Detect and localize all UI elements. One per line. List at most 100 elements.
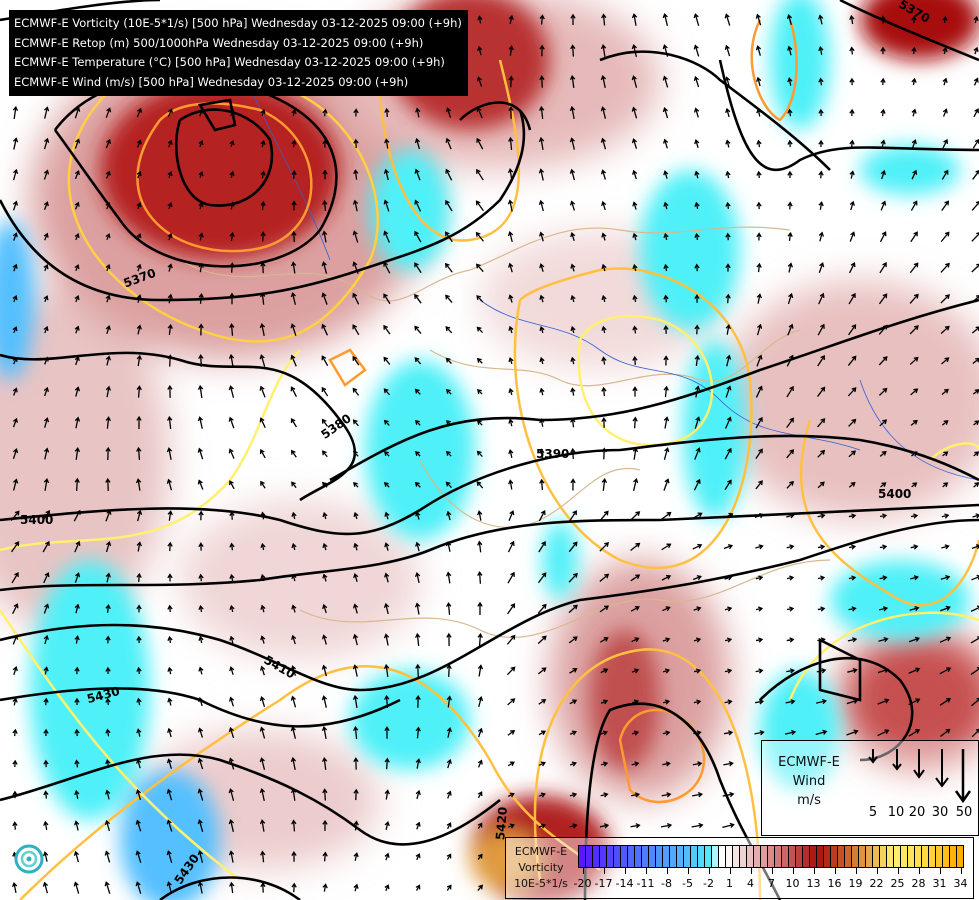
wind-arrow-icon — [942, 138, 949, 149]
wind-arrow-icon — [940, 728, 951, 738]
wind-arrow-icon — [446, 695, 452, 708]
wind-arrow-icon — [911, 46, 917, 55]
wind-arrow-icon — [911, 139, 917, 148]
colorbar-cell — [614, 846, 621, 867]
wind-arrow-icon — [569, 730, 577, 736]
wind-arrow-icon — [848, 481, 856, 488]
wind-arrow-icon — [136, 415, 142, 429]
wind-arrow-icon — [507, 603, 516, 615]
wind-arrow-icon — [723, 544, 734, 550]
wind-arrow-icon — [787, 323, 794, 336]
wind-arrow-icon — [877, 698, 890, 705]
wind-arrow-icon — [198, 108, 204, 117]
wind-arrow-icon — [693, 668, 702, 674]
wind-arrow-icon — [663, 385, 669, 398]
wind-arrow-icon — [600, 44, 607, 57]
wind-arrow-icon — [755, 385, 763, 398]
wind-arrow-icon — [322, 819, 328, 831]
wind-arrow-icon — [136, 233, 142, 241]
wind-arrow-icon — [537, 635, 547, 645]
wind-arrow-icon — [971, 574, 979, 581]
wind-arrow-icon — [477, 664, 484, 677]
wind-arrow-icon — [383, 602, 390, 615]
wind-arrow-icon — [662, 668, 671, 674]
wind-arrow-icon — [105, 416, 111, 429]
wind-arrow-icon — [722, 822, 735, 828]
wind-arrow-icon — [291, 850, 297, 862]
wind-arrow-icon — [44, 106, 50, 119]
wind-arrow-icon — [971, 201, 979, 211]
wind-arrow-icon — [599, 605, 610, 613]
wind-arrow-icon — [476, 76, 483, 87]
wind-arrow-icon — [756, 262, 762, 273]
wind-speed-20: 20 — [908, 805, 926, 820]
wind-arrow-icon — [228, 480, 235, 490]
vorticity-legend: ECMWF-E Vorticity 10E-5*1/s -20 -17 -14 -11… — [505, 837, 974, 899]
wind-arrow-icon — [724, 606, 733, 612]
wind-arrow-icon — [105, 604, 111, 613]
wind-arrow-icon — [724, 637, 733, 643]
wind-arrow-icon — [692, 792, 703, 798]
wind-arrow-icon — [817, 575, 826, 581]
wind-arrow-10-icon — [892, 749, 902, 771]
wind-arrow-icon — [630, 605, 640, 612]
wind-arrow-icon — [508, 448, 514, 458]
colorbar-cell — [789, 846, 796, 867]
colorbar-tickmark — [624, 868, 626, 874]
wind-arrow-icon — [414, 388, 421, 395]
wind-arrow-icon — [290, 726, 297, 739]
wind-arrow-icon — [43, 790, 49, 799]
wind-arrow-icon — [10, 541, 20, 553]
colorbar-tick-label: 25 — [890, 877, 905, 890]
wind-arrow-icon — [445, 168, 453, 181]
wind-arrow-icon — [538, 199, 545, 212]
wind-arrow-icon — [291, 200, 297, 211]
wind-arrow-icon — [446, 790, 452, 799]
wind-arrow-icon — [229, 292, 235, 305]
wind-arrow-icon — [786, 480, 794, 489]
wind-arrow-icon — [414, 262, 422, 274]
wind-arrow-icon — [908, 698, 921, 706]
wind-arrow-icon — [817, 606, 826, 612]
wind-arrow-icon — [476, 357, 483, 364]
wind-arrow-icon — [601, 200, 607, 211]
wind-arrow-icon — [693, 13, 700, 26]
wind-arrow-icon — [784, 729, 797, 736]
wind-arrow-icon — [600, 761, 609, 767]
wind-arrow-icon — [136, 509, 143, 522]
wind-arrow-icon — [197, 881, 204, 894]
wind-arrow-icon — [662, 730, 671, 736]
wind-arrow-icon — [786, 417, 795, 428]
wind-arrow-icon — [136, 324, 142, 335]
wind-arrow-icon — [228, 696, 235, 707]
wind-arrow-icon — [228, 385, 235, 398]
wind-arrow-icon — [848, 324, 857, 336]
wind-arrow-icon — [259, 322, 266, 336]
wind-arrow-icon — [694, 232, 700, 241]
wind-arrow-icon — [756, 323, 763, 336]
wind-arrow-icon — [198, 262, 204, 273]
wind-arrow-icon — [475, 231, 484, 242]
wind-arrow-icon — [601, 478, 608, 491]
colorbar-cell — [887, 846, 894, 867]
colorbar-tickmark — [792, 868, 794, 874]
wind-arrow-icon — [663, 324, 669, 334]
wind-arrow-icon — [167, 232, 173, 241]
wind-arrow-icon — [260, 480, 266, 489]
wind-arrow-icon — [322, 573, 328, 582]
wind-arrow-icon — [260, 292, 266, 305]
wind-arrow-icon — [445, 420, 452, 426]
colorbar-cell — [845, 846, 852, 867]
wind-arrow-icon — [663, 478, 670, 491]
wind-arrow-icon — [353, 511, 359, 520]
wind-arrow-icon — [321, 230, 328, 243]
wind-arrow-icon — [290, 788, 297, 801]
wind-arrow-icon — [631, 792, 640, 798]
wind-arrow-icon — [569, 761, 577, 767]
wind-arrow-icon — [756, 170, 762, 179]
wind-arrow-icon — [477, 632, 483, 646]
wind-arrow-icon — [539, 263, 545, 272]
colorbar-tickmark — [708, 868, 710, 874]
wind-arrow-icon — [228, 819, 234, 832]
